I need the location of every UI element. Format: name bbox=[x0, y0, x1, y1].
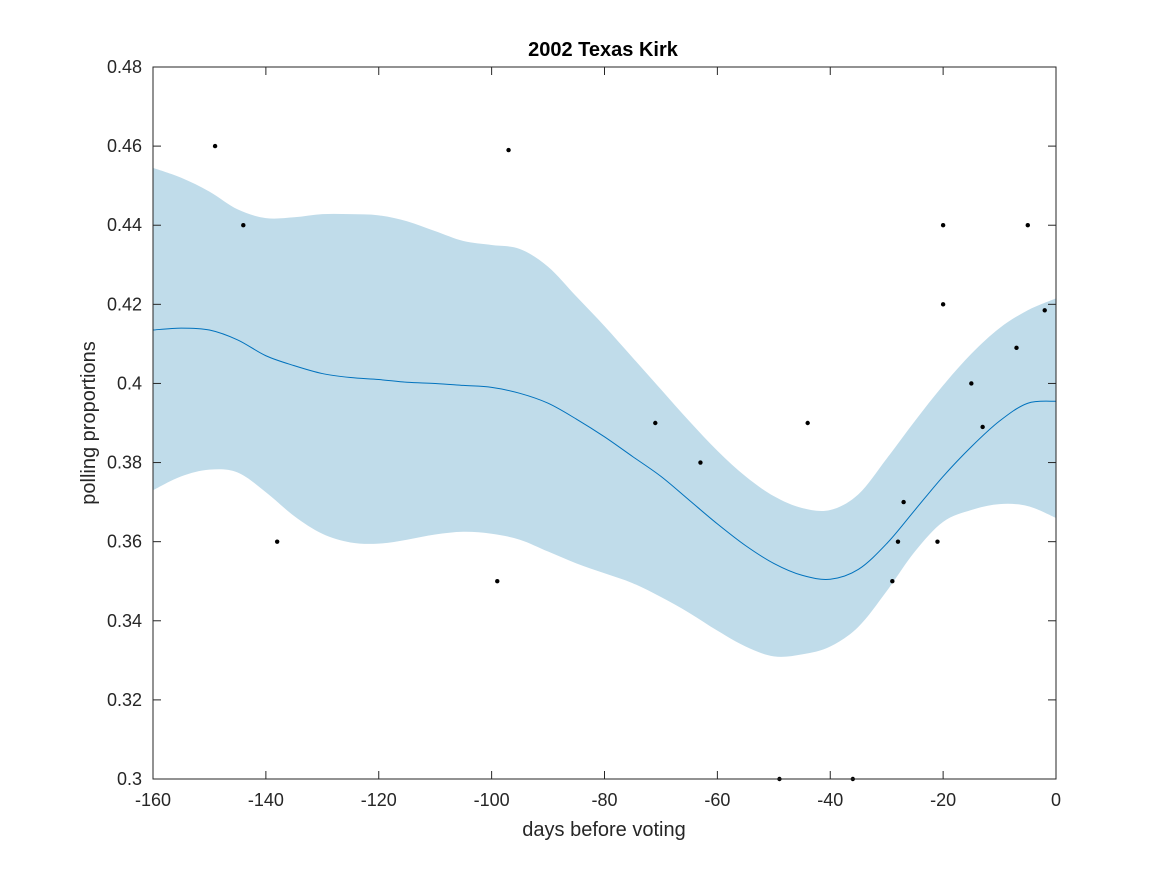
y-tick-label: 0.48 bbox=[107, 57, 142, 77]
data-point bbox=[241, 223, 246, 228]
x-tick-label: -120 bbox=[361, 790, 397, 810]
data-point bbox=[653, 420, 658, 426]
data-point bbox=[969, 381, 974, 386]
x-tick-label: -80 bbox=[591, 790, 617, 810]
y-tick-label: 0.32 bbox=[107, 690, 142, 710]
y-tick-label: 0.44 bbox=[107, 215, 142, 235]
y-axis-label: polling proportions bbox=[78, 341, 100, 504]
x-axis-label: days before voting bbox=[522, 819, 685, 841]
x-tick-label: -60 bbox=[704, 790, 730, 810]
y-tick-label: 0.42 bbox=[107, 294, 142, 314]
x-tick-label: -100 bbox=[474, 790, 510, 810]
y-tick-label: 0.34 bbox=[107, 611, 142, 631]
y-tick-label: 0.38 bbox=[107, 453, 142, 473]
x-tick-label: -40 bbox=[817, 790, 843, 810]
y-tick-label: 0.36 bbox=[107, 532, 142, 552]
data-point bbox=[895, 539, 901, 544]
data-point bbox=[506, 147, 511, 153]
x-tick-label: -160 bbox=[135, 790, 171, 810]
x-tick-label: 0 bbox=[1051, 790, 1061, 810]
mean-line bbox=[152, 327, 1057, 580]
y-tick-label: 0.3 bbox=[117, 769, 142, 789]
x-tick-label: -20 bbox=[930, 790, 956, 810]
y-tick-labels: 0.3 0.32 0.34 0.36 0.38 0.4 0.42 0.44 0.46 0.48 bbox=[107, 57, 142, 789]
data-point bbox=[1042, 308, 1047, 313]
data-point bbox=[1025, 223, 1030, 228]
y-tick-label: 0.4 bbox=[117, 373, 142, 393]
data-point bbox=[980, 424, 985, 430]
confidence-band bbox=[153, 167, 1056, 657]
data-point bbox=[940, 223, 946, 228]
data-point bbox=[805, 420, 810, 426]
data-points bbox=[212, 143, 1047, 782]
x-tick-label: -140 bbox=[248, 790, 284, 810]
plot-area bbox=[152, 143, 1057, 782]
chart-title: 2002 Texas Kirk bbox=[528, 39, 679, 61]
data-point bbox=[890, 579, 895, 584]
data-point bbox=[1014, 345, 1019, 351]
data-point bbox=[935, 539, 940, 544]
data-point bbox=[212, 143, 218, 149]
data-point bbox=[698, 460, 703, 465]
x-tick-labels: -160 -140 -120 -100 -80 -60 -40 -20 0 bbox=[135, 790, 1061, 810]
y-tick-label: 0.46 bbox=[107, 136, 142, 156]
data-point bbox=[495, 579, 500, 584]
data-point bbox=[274, 539, 280, 544]
axis-ticks bbox=[152, 66, 1057, 780]
data-point bbox=[901, 499, 906, 505]
data-point bbox=[940, 302, 946, 307]
